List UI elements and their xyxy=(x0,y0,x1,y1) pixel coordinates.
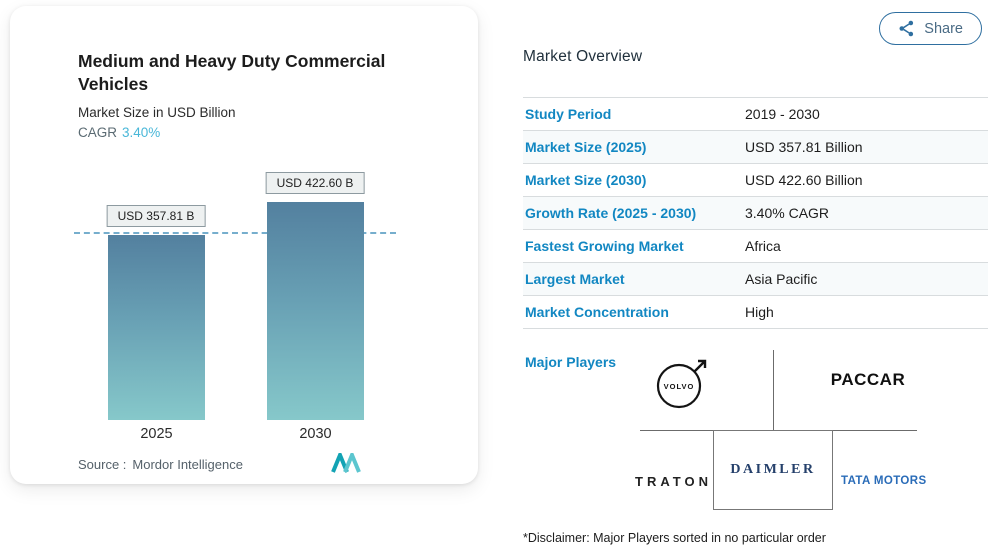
source-value: Mordor Intelligence xyxy=(132,457,243,472)
connector-vertical-line xyxy=(773,350,774,430)
table-row: Growth Rate (2025 - 2030) 3.40% CAGR xyxy=(523,197,988,230)
table-row: Largest Market Asia Pacific xyxy=(523,263,988,296)
row-value: High xyxy=(745,304,774,320)
cagr-label: CAGR xyxy=(78,125,118,140)
table-row: Study Period 2019 - 2030 xyxy=(523,98,988,131)
value-label-2030: USD 422.60 B xyxy=(265,172,365,194)
cagr-value: 3.40% xyxy=(122,125,161,140)
bar-2030 xyxy=(267,202,364,420)
row-label: Market Concentration xyxy=(525,304,669,320)
x-axis-label-2025: 2025 xyxy=(140,426,173,442)
table-row: Market Size (2025) USD 357.81 Billion xyxy=(523,131,988,164)
x-axis-label-2030: 2030 xyxy=(299,426,332,442)
table-row: Fastest Growing Market Africa xyxy=(523,230,988,263)
traton-logo: TRATON xyxy=(635,474,712,489)
share-icon xyxy=(899,20,914,37)
row-value: USD 422.60 Billion xyxy=(745,172,863,188)
volvo-wordmark: VOLVO xyxy=(664,382,695,391)
bar-2025 xyxy=(108,235,205,420)
source-label: Source : xyxy=(78,457,127,472)
major-players-section: Major Players VOLVO PACCAR DAIMLER TRATO… xyxy=(523,348,988,520)
daimler-wordmark: DAIMLER xyxy=(730,462,816,477)
daimler-logo-box: DAIMLER xyxy=(713,430,833,510)
tata-motors-logo: TATA MOTORS xyxy=(841,475,927,487)
row-label: Fastest Growing Market xyxy=(525,238,684,254)
row-label: Market Size (2030) xyxy=(525,172,647,188)
major-players-label: Major Players xyxy=(525,354,617,370)
disclaimer-text: *Disclaimer: Major Players sorted in no … xyxy=(523,531,826,545)
dashed-reference-line xyxy=(74,232,396,234)
share-button-label: Share xyxy=(924,20,963,37)
mordor-intelligence-logo xyxy=(331,453,361,473)
row-value: Asia Pacific xyxy=(745,271,818,287)
paccar-logo: PACCAR xyxy=(830,370,906,389)
table-row: Market Concentration High xyxy=(523,296,988,329)
source-line: Source : Mordor Intelligence xyxy=(78,457,249,472)
row-label: Study Period xyxy=(525,106,612,122)
row-label: Growth Rate (2025 - 2030) xyxy=(525,205,697,221)
market-overview-table: Study Period 2019 - 2030 Market Size (20… xyxy=(523,97,988,329)
volvo-logo: VOLVO xyxy=(656,359,707,409)
card-title: Medium and Heavy Duty Commercial Vehicle… xyxy=(78,51,386,95)
cagr-line: CAGR 3.40% xyxy=(78,125,160,140)
row-value: 2019 - 2030 xyxy=(745,106,820,122)
market-size-card: Medium and Heavy Duty Commercial Vehicle… xyxy=(10,6,478,484)
table-row: Market Size (2030) USD 422.60 Billion xyxy=(523,164,988,197)
market-overview-title: Market Overview xyxy=(523,48,643,65)
card-subtitle: Market Size in USD Billion xyxy=(78,105,236,120)
bar-chart: USD 357.81 B USD 422.60 B xyxy=(10,156,478,420)
value-label-2025: USD 357.81 B xyxy=(106,205,206,227)
share-button[interactable]: Share xyxy=(879,12,982,45)
row-value: USD 357.81 Billion xyxy=(745,139,863,155)
row-value: Africa xyxy=(745,238,781,254)
row-label: Largest Market xyxy=(525,271,625,287)
row-value: 3.40% CAGR xyxy=(745,205,830,221)
row-label: Market Size (2025) xyxy=(525,139,647,155)
